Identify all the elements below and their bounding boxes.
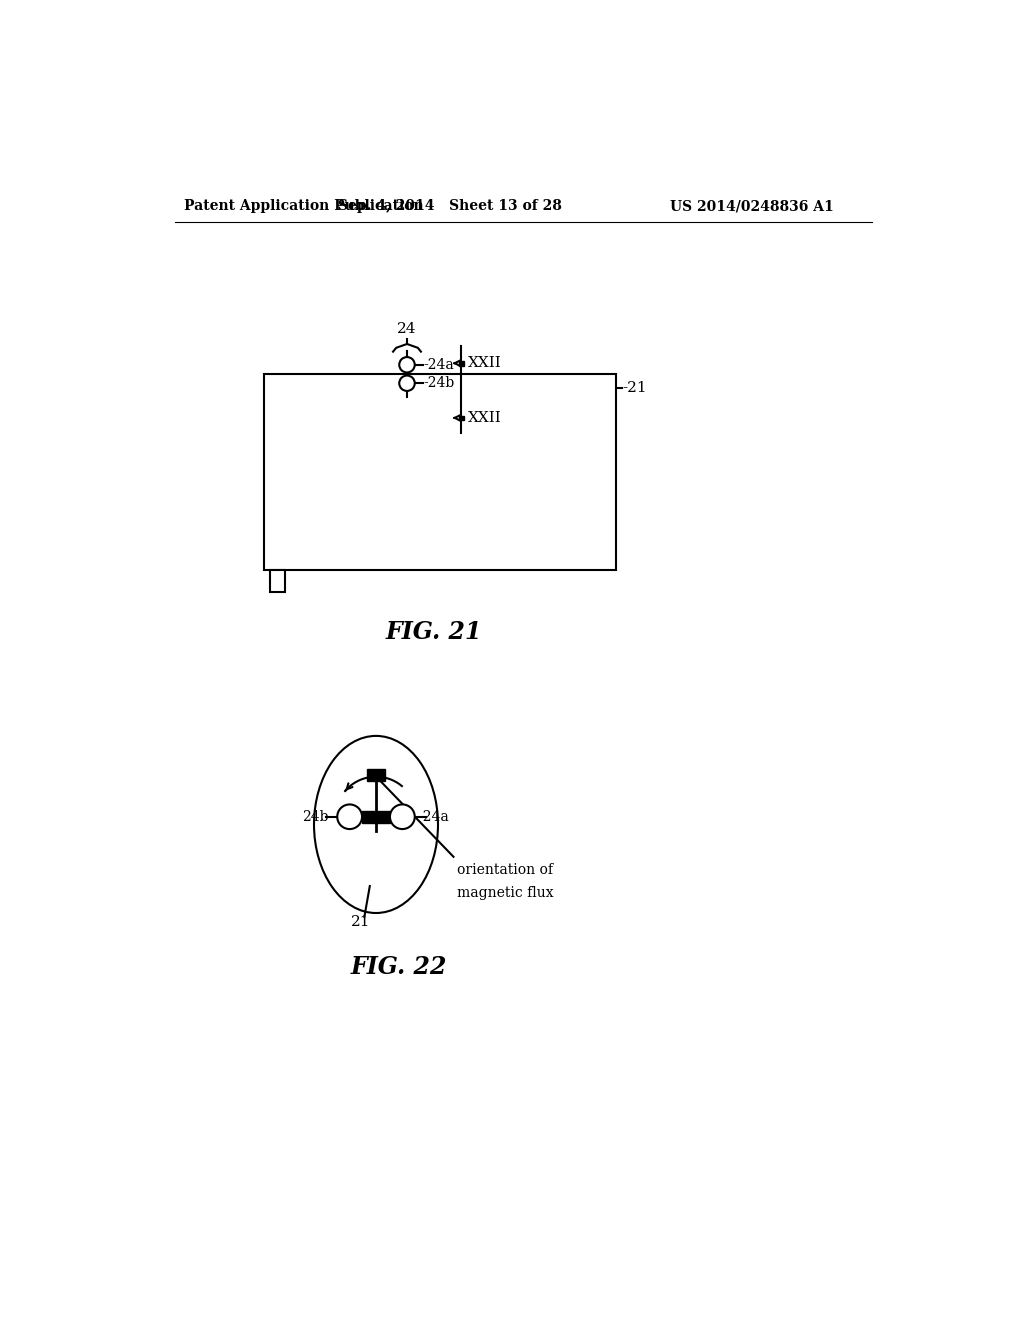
- Text: FIG. 21: FIG. 21: [386, 620, 482, 644]
- Circle shape: [399, 356, 415, 372]
- Text: -21: -21: [623, 381, 647, 395]
- Circle shape: [337, 804, 362, 829]
- Bar: [270, 570, 286, 591]
- Bar: [459, 416, 464, 420]
- Circle shape: [390, 804, 415, 829]
- Text: orientation of
magnetic flux: orientation of magnetic flux: [458, 863, 554, 900]
- Text: XXII: XXII: [467, 356, 501, 370]
- Text: 24b-: 24b-: [302, 809, 334, 824]
- Bar: [368, 770, 385, 781]
- Text: 21: 21: [351, 915, 371, 929]
- Text: -24b: -24b: [423, 376, 455, 391]
- Bar: [459, 360, 464, 366]
- Circle shape: [399, 375, 415, 391]
- Text: -24a: -24a: [419, 809, 450, 824]
- Text: Patent Application Publication: Patent Application Publication: [183, 199, 424, 213]
- Text: XXII: XXII: [467, 411, 501, 425]
- Text: Sep. 4, 2014   Sheet 13 of 28: Sep. 4, 2014 Sheet 13 of 28: [338, 199, 561, 213]
- Bar: [263, 374, 616, 570]
- Text: US 2014/0248836 A1: US 2014/0248836 A1: [671, 199, 835, 213]
- Text: 24: 24: [397, 322, 417, 337]
- Ellipse shape: [314, 737, 438, 913]
- Text: FIG. 22: FIG. 22: [351, 954, 447, 979]
- Text: -24a: -24a: [423, 358, 454, 372]
- Bar: [362, 810, 390, 822]
